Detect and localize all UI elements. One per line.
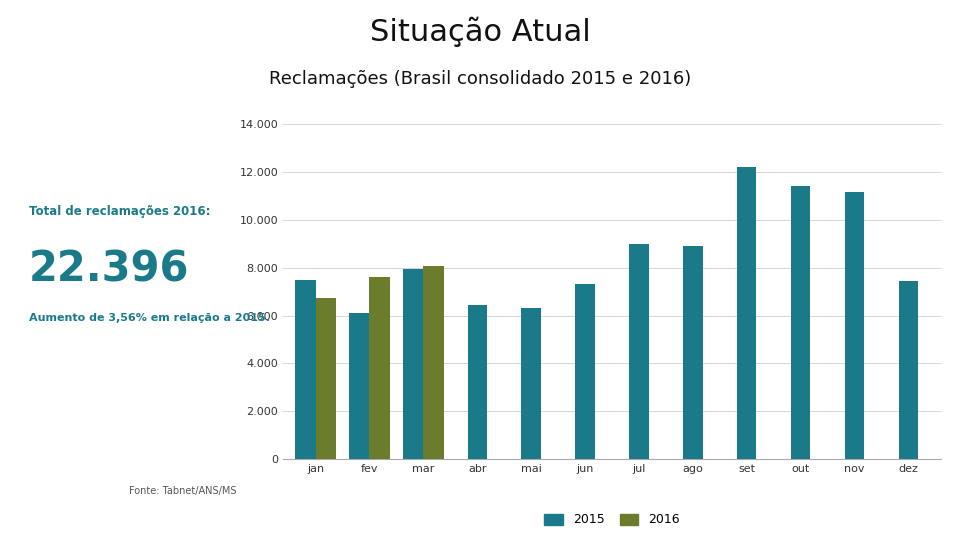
Bar xyxy=(423,267,444,459)
Text: Aumento de 3,56% em relação a 2015.: Aumento de 3,56% em relação a 2015. xyxy=(29,313,270,323)
Bar xyxy=(316,298,336,459)
Text: Reclamações (Brasil consolidado 2015 e 2016): Reclamações (Brasil consolidado 2015 e 2… xyxy=(269,70,691,88)
Bar xyxy=(737,167,756,459)
Bar xyxy=(370,277,390,459)
Text: Fonte: Tabnet/ANS/MS: Fonte: Tabnet/ANS/MS xyxy=(129,486,236,496)
Bar xyxy=(684,246,703,459)
Bar xyxy=(403,269,423,459)
Text: Situação Atual: Situação Atual xyxy=(370,16,590,46)
Bar xyxy=(295,280,316,459)
Bar xyxy=(899,281,918,459)
Bar xyxy=(791,186,810,459)
Bar xyxy=(845,192,864,459)
Bar xyxy=(521,308,540,459)
Bar xyxy=(575,285,595,459)
Bar xyxy=(629,244,649,459)
Legend: 2015, 2016: 2015, 2016 xyxy=(544,514,680,526)
Text: Total de reclamações 2016:: Total de reclamações 2016: xyxy=(29,205,210,218)
Bar xyxy=(349,313,370,459)
Bar xyxy=(468,305,487,459)
Text: 22.396: 22.396 xyxy=(29,248,189,291)
